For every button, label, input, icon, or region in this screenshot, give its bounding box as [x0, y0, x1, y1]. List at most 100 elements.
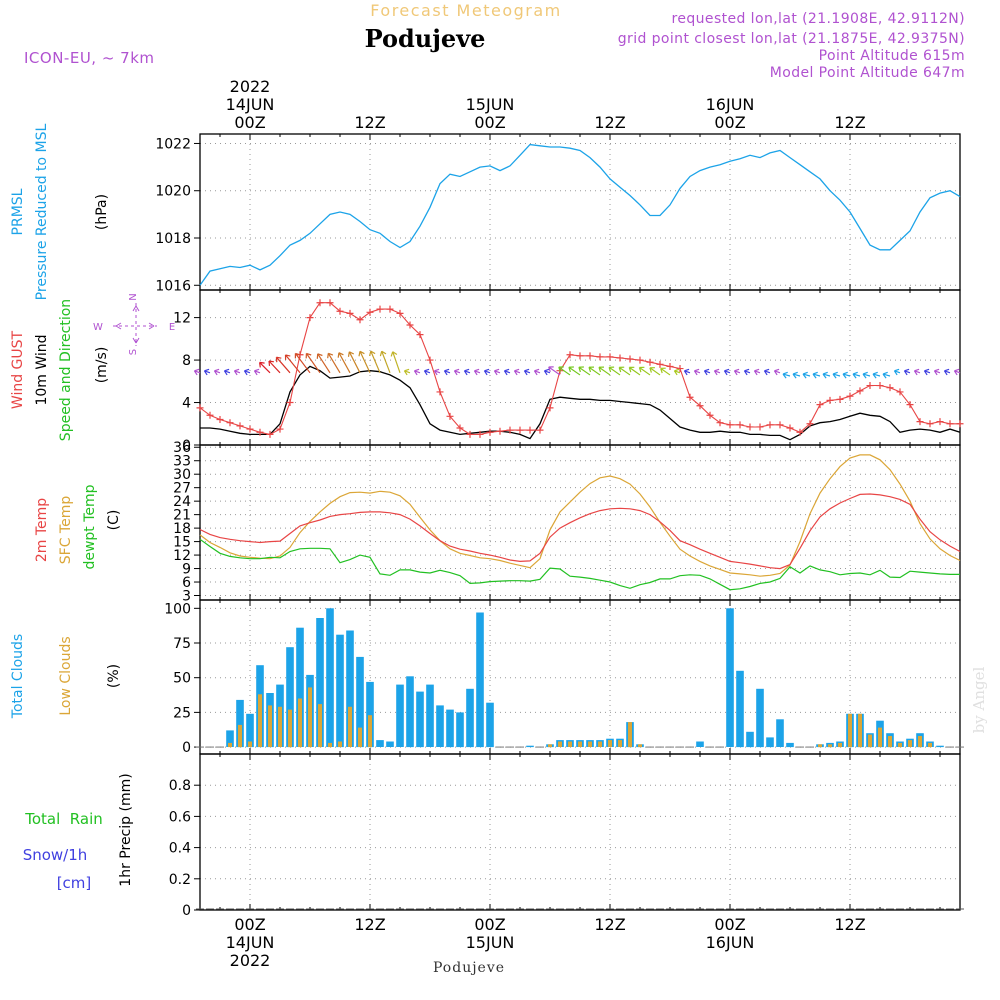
total-cloud-bar	[486, 702, 494, 748]
gust-marker	[726, 421, 734, 429]
ytick-label: 12	[173, 548, 191, 564]
total-cloud-bar	[366, 681, 374, 748]
ytick-label: 0.8	[169, 778, 191, 794]
gust-marker	[846, 392, 854, 400]
gust-marker	[206, 411, 214, 419]
wind-direction-arrow	[743, 368, 751, 376]
gust-marker	[416, 331, 424, 339]
gust-marker	[946, 420, 954, 428]
total-cloud-bar	[226, 730, 234, 747]
total-cloud-bar	[776, 719, 784, 747]
ytick-label: 0.6	[169, 809, 191, 825]
top-hour-label: 00Z	[714, 113, 745, 132]
wind-direction-arrow	[943, 368, 951, 376]
ytick-label: 1018	[155, 231, 191, 247]
gust-marker	[836, 395, 844, 403]
wind-direction-arrow	[548, 366, 561, 376]
top-date-label: 16JUN	[706, 95, 755, 114]
wind-direction-arrow	[193, 368, 201, 376]
total-cloud-bar	[766, 737, 774, 748]
ytick-label: 15	[173, 535, 191, 551]
total-cloud-bar	[696, 741, 704, 747]
wind-direction-arrow	[493, 368, 501, 376]
low-cloud-bar	[818, 744, 822, 748]
wind-direction-arrow	[953, 368, 961, 376]
wind-direction-arrow	[903, 368, 911, 376]
gust-marker	[646, 358, 654, 366]
total-cloud-bar	[786, 742, 794, 748]
top-year-label: 2022	[230, 77, 271, 96]
panel-prmsl: 1016 1018 1020 1022	[155, 133, 961, 294]
gust-marker	[916, 418, 924, 426]
bottom-date-label: 16JUN	[706, 933, 755, 952]
wind-direction-arrow	[243, 368, 251, 376]
gust-marker	[336, 307, 344, 315]
gust-marker	[796, 428, 804, 436]
wind-direction-arrow	[753, 368, 761, 376]
gust-marker	[256, 428, 264, 436]
wind-direction-arrow	[453, 368, 461, 376]
point-altitude: Point Altitude 615m	[819, 48, 965, 64]
dewpt-line	[199, 538, 960, 591]
gust-marker	[536, 426, 544, 434]
snow-unit-label: [cm]	[57, 874, 92, 892]
ytick-label: 27	[173, 481, 191, 497]
wind-direction-arrow	[443, 368, 451, 376]
supertitle: Forecast Meteogram	[370, 1, 561, 20]
ytick-label: 4	[182, 396, 191, 412]
wind-direction-arrow	[893, 368, 901, 376]
low-cloud-bar	[828, 744, 832, 748]
gust-marker	[386, 305, 394, 313]
wind-direction-arrow	[503, 368, 511, 376]
gust-marker	[716, 419, 724, 427]
wind-direction-arrow	[933, 368, 941, 376]
gust-marker	[476, 430, 484, 438]
total-cloud-bar	[346, 630, 354, 747]
gust-marker	[496, 427, 504, 435]
temp-labels: 2m Temp SFC Temp dewpt Temp (C)	[34, 484, 122, 569]
bottom-hour-label: 00Z	[714, 915, 745, 934]
ytick-label: 24	[173, 494, 191, 510]
precip-axis-label: 1hr Precip (mm)	[118, 773, 134, 886]
gust-marker	[436, 388, 444, 396]
wind-direction-arrow	[369, 350, 381, 374]
low-cloud-bar	[248, 741, 252, 747]
wind-direction-arrow	[723, 368, 731, 376]
ytick-label: 9	[182, 562, 191, 578]
wind-direction-arrow	[533, 368, 541, 376]
gust-marker	[246, 425, 254, 433]
low-cloud-bar	[308, 687, 312, 748]
gust-marker	[236, 422, 244, 430]
bottom-year-label: 2022	[230, 951, 271, 970]
total-cloud-bar	[446, 709, 454, 748]
gust-marker	[346, 309, 354, 317]
low-cloud-bar	[288, 709, 292, 748]
ytick-label: 6	[182, 575, 191, 591]
wind-direction-arrow	[882, 371, 891, 379]
svg-text:S: S	[128, 349, 139, 355]
total-cloud-bar	[286, 647, 294, 748]
ms-label: (m/s)	[94, 347, 110, 384]
wind-direction-arrow	[802, 371, 811, 379]
wind-direction-arrow	[683, 368, 691, 376]
wind-direction-arrow	[253, 368, 261, 376]
wind-direction-arrow	[822, 371, 831, 379]
total-cloud-bar	[466, 688, 474, 748]
wind-10m-label: 10m Wind	[34, 334, 50, 405]
gust-marker	[886, 384, 894, 392]
panels: 1016101810201022048123691215182124273033…	[155, 133, 964, 919]
gust-marker	[626, 355, 634, 363]
total-cloud-bar	[336, 634, 344, 748]
low-cloud-bar	[238, 724, 242, 748]
wind-direction-arrow	[523, 368, 531, 376]
wind-direction-arrow	[792, 371, 801, 379]
ytick-label: 33	[173, 454, 191, 470]
gust-marker	[636, 356, 644, 364]
wind-direction-arrow	[713, 368, 721, 376]
gust-marker	[396, 309, 404, 317]
total-cloud-bar	[316, 618, 324, 747]
low-cloud-bar	[908, 740, 912, 747]
top-date-label: 15JUN	[466, 95, 515, 114]
total-cloud-bar	[456, 712, 464, 748]
